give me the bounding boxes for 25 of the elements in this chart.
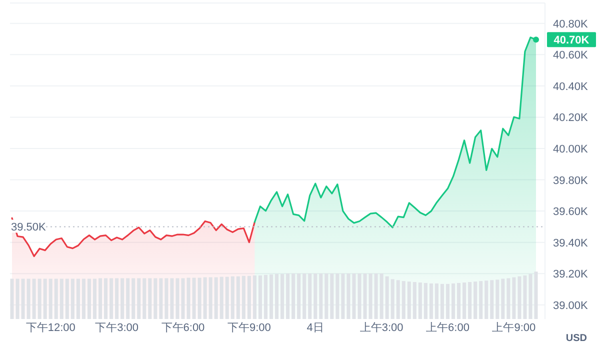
y-tick-label: 39.40K: [553, 237, 589, 250]
y-axis-title: USD: [566, 333, 587, 344]
y-tick-label: 39.00K: [553, 300, 589, 312]
y-tick-label: 40.40K: [553, 80, 589, 93]
y-tick-label: 39.80K: [553, 174, 589, 187]
x-tick-label: 上午3:00: [360, 321, 404, 334]
x-tick-label: 上午6:00: [426, 321, 470, 334]
x-tick-label: 下午3:00: [95, 322, 139, 334]
text: 40.70K: [554, 34, 590, 47]
y-tick-label: 40.80K: [553, 18, 589, 30]
y-tick-label: 39.60K: [553, 206, 589, 218]
x-tick-label: 下午6:00: [161, 322, 205, 334]
bar: [269, 274, 274, 319]
y-tick-label: 39.20K: [553, 268, 589, 281]
x-tick-label: 下午9:00: [227, 322, 271, 334]
y-tick-label: 40.20K: [553, 112, 589, 124]
bar: [446, 284, 450, 319]
bar: [274, 274, 279, 319]
y-tick-label: 40.60K: [553, 50, 589, 62]
x-tick-label: 上午9:00: [492, 321, 536, 334]
y-tick-label: 40.00K: [553, 143, 589, 156]
x-tick-label: 下午12:00: [26, 322, 76, 334]
bar: [98, 278, 102, 319]
x-tick-label: 4日: [306, 322, 324, 334]
ref-line-label: 39.50K: [11, 222, 47, 234]
